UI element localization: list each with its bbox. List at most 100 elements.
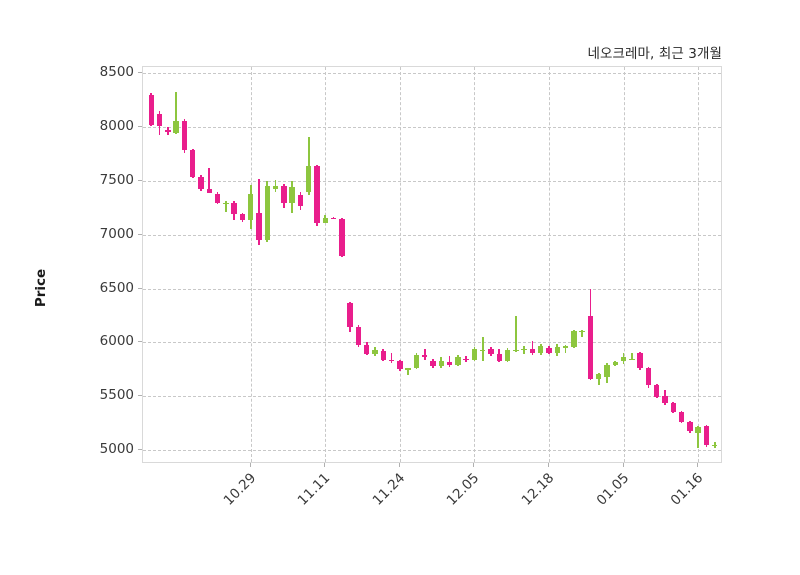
candlestick-body	[372, 349, 378, 355]
gridline-vertical	[623, 67, 625, 462]
x-axis-tick-label: 12.18	[518, 470, 558, 509]
candlestick-body	[289, 187, 295, 203]
candlestick-body	[695, 427, 701, 433]
candlestick-wick	[175, 91, 177, 134]
x-axis-tick-mark	[548, 463, 549, 467]
candlestick-body	[703, 426, 710, 445]
candlestick-body	[496, 354, 502, 361]
candlestick-wick	[208, 168, 211, 192]
candlestick-body	[670, 402, 676, 413]
gridline-horizontal	[143, 450, 721, 451]
candlestick-body	[537, 345, 544, 354]
y-axis-tick-label: 8500	[99, 64, 134, 81]
candlestick-body	[355, 327, 362, 345]
candlestick-body	[181, 120, 188, 150]
candlestick-body	[554, 346, 560, 354]
candlestick-wick	[697, 426, 699, 448]
gridline-vertical	[698, 67, 700, 462]
y-axis-tick-label: 7000	[99, 225, 134, 242]
candlestick-wick	[390, 353, 393, 363]
candlestick-body	[189, 149, 196, 177]
candlestick-body	[463, 358, 469, 360]
candlestick-body	[471, 348, 478, 360]
candlestick-body	[281, 186, 287, 203]
candlestick-body	[206, 188, 212, 193]
candlestick-body	[504, 349, 511, 361]
candlestick-body	[347, 302, 353, 328]
gridline-horizontal	[143, 234, 721, 236]
candlestick-body	[479, 349, 486, 352]
y-axis-tick-mark	[138, 180, 142, 182]
candlestick-body	[637, 353, 643, 369]
candlestick-wick	[515, 315, 517, 353]
candlestick-body	[571, 330, 577, 347]
candlestick-body	[521, 348, 527, 351]
candlestick-body	[156, 114, 163, 127]
candlestick-wick	[531, 341, 534, 356]
x-axis-tick-mark	[473, 463, 475, 467]
candlestick-body	[247, 193, 254, 220]
candlestick-body	[421, 355, 428, 358]
y-axis-tick-label: 6000	[99, 333, 134, 350]
x-axis-tick-label: 10.29	[220, 470, 260, 509]
plot-inner	[143, 67, 721, 462]
candlestick-body	[239, 214, 246, 220]
candlestick-body	[297, 195, 304, 206]
candlestick-wick	[225, 201, 227, 213]
candlestick-body	[198, 176, 204, 189]
x-axis-tick-mark	[324, 463, 326, 467]
gridline-horizontal	[143, 127, 721, 129]
candlestick-body	[438, 360, 444, 367]
y-axis-tick-label: 7500	[99, 172, 134, 189]
y-axis-tick-mark	[138, 233, 142, 235]
candlestick-wick	[407, 368, 409, 375]
candlestick-body	[173, 120, 179, 133]
candlestick-wick	[258, 178, 260, 245]
candlestick-body	[711, 444, 718, 447]
candlestick-wick	[597, 372, 600, 386]
candlestick-body	[305, 165, 312, 192]
candlestick-body	[380, 351, 386, 360]
candlestick-body	[587, 315, 594, 379]
gridline-horizontal	[143, 288, 721, 290]
candlestick-body	[256, 213, 262, 241]
candlestick-body	[678, 412, 685, 423]
y-axis-tick-labels: 5000 5500 6000 6500 7000 7500 8000 8500	[82, 64, 134, 463]
candlestick-body	[446, 361, 453, 365]
chart-title: 네오크레마, 최근 3개월	[587, 46, 722, 62]
candlestick-body	[662, 396, 668, 403]
candlestick-body	[330, 217, 337, 219]
plot-area	[142, 66, 722, 463]
candlestick-body	[604, 365, 610, 377]
candlestick-body	[579, 330, 585, 332]
gridline-horizontal	[143, 73, 721, 75]
x-axis-tick-mark	[622, 463, 624, 467]
x-axis-tick-label: 01.16	[667, 470, 707, 509]
candlestick-wick	[581, 329, 583, 338]
gridline-vertical	[325, 67, 327, 462]
candlestick-body	[687, 422, 693, 431]
candlestick-body	[339, 218, 345, 257]
candlestick-body	[413, 355, 420, 369]
candlestick-wick	[631, 353, 633, 360]
candlestick-body	[148, 94, 154, 126]
y-axis-label: Price	[33, 268, 50, 307]
gridline-vertical	[549, 67, 550, 462]
candlestick-body	[513, 349, 519, 352]
candlestick-body	[264, 186, 270, 241]
x-axis-tick-label: 01.05	[593, 470, 632, 509]
gridline-horizontal	[143, 181, 721, 183]
candlestick-wick	[423, 348, 426, 360]
y-axis-tick-label: 5000	[99, 441, 134, 457]
y-axis-tick-mark	[138, 126, 142, 128]
candlestick-wick	[481, 337, 484, 361]
candlestick-body	[595, 373, 602, 379]
candlestick-body	[529, 348, 536, 354]
candlestick-body	[231, 202, 237, 215]
gridline-vertical	[474, 67, 476, 462]
candlestick-body	[405, 368, 411, 370]
candlestick-body	[653, 385, 660, 398]
candlestick-wick	[274, 179, 277, 192]
candlestick-body	[363, 344, 370, 355]
